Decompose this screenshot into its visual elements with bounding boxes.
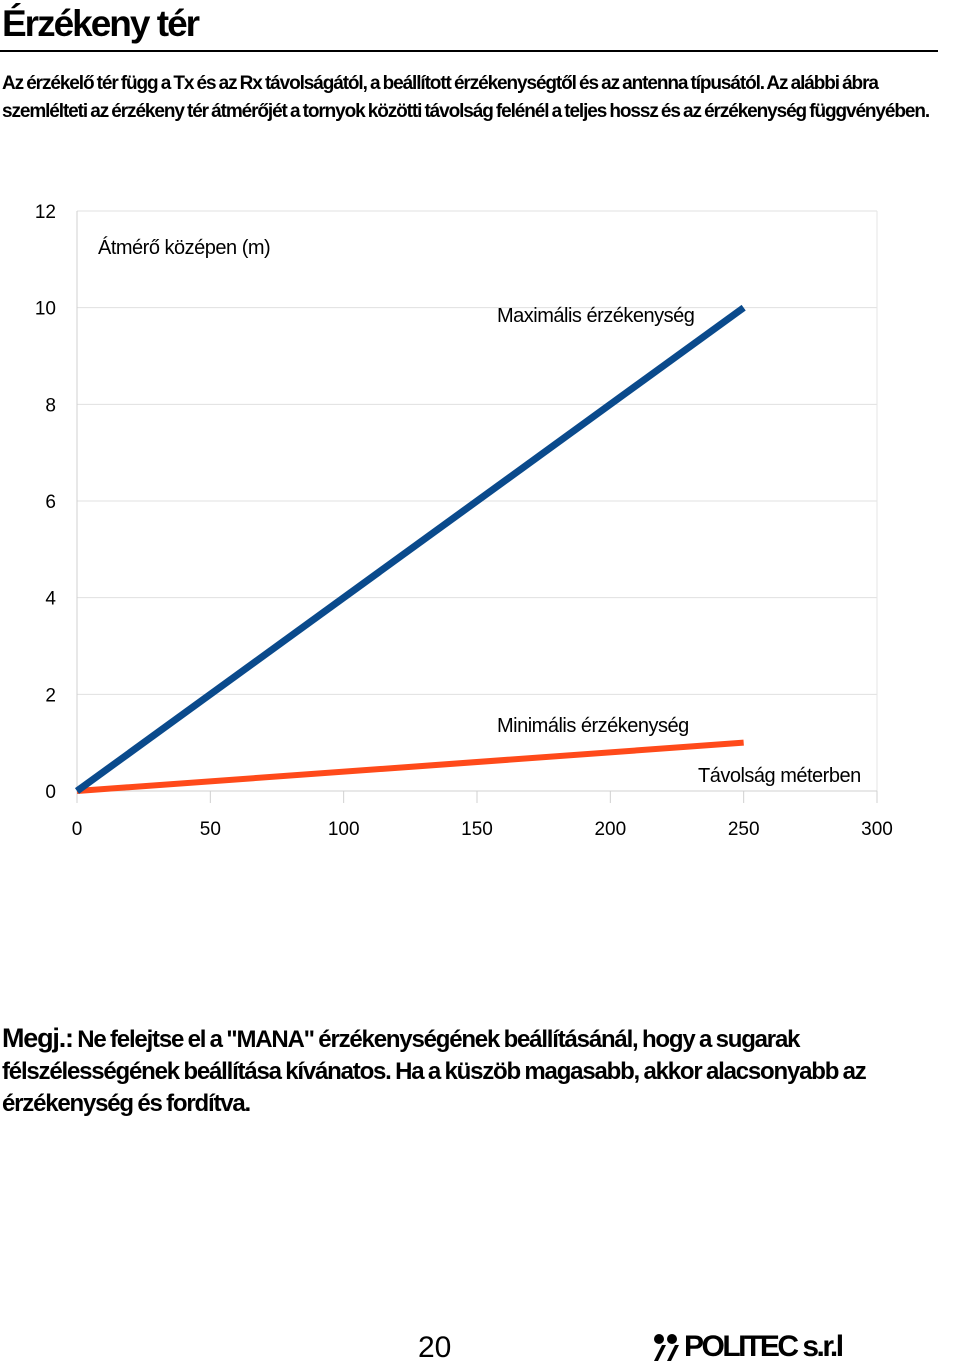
series-label-min: Minimális érzékenység	[497, 715, 689, 737]
x-axis-label: Távolság méterben	[698, 765, 861, 787]
y-tick-label: 12	[35, 202, 56, 223]
y-axis-label: Átmérő középen (m)	[98, 236, 270, 259]
series-line-min	[76, 739, 744, 794]
chart-ticks: 0 2 4 6 8 10 12 0 50 100 150 200 250 300	[35, 202, 893, 840]
title-divider	[0, 50, 938, 52]
series-label-max: Maximális érzékenység	[497, 305, 694, 327]
y-tick-label: 8	[45, 395, 56, 416]
chart-grid	[77, 210, 877, 695]
y-tick-label: 2	[45, 685, 56, 706]
page-title: Érzékeny tér	[2, 3, 200, 44]
intro-paragraph: Az érzékelő tér függ a Tx és az Rx távol…	[2, 73, 930, 122]
note-text: Ne felejtse el a "MANA" érzékenységének …	[2, 1026, 867, 1117]
politec-logo-icon	[654, 1334, 679, 1361]
note-paragraph: Megj.: Ne felejtse el a "MANA" érzékenys…	[2, 1022, 957, 1120]
page-number: 20	[418, 1331, 452, 1364]
x-tick-label: 200	[594, 819, 626, 840]
x-tick-label: 250	[728, 819, 760, 840]
y-tick-label: 4	[45, 589, 56, 610]
logo-text: POLITEC s.r.l	[684, 1330, 844, 1363]
y-tick-label: 0	[45, 782, 56, 803]
y-tick-label: 6	[45, 492, 56, 513]
series-line-max	[74, 304, 746, 794]
x-tick-label: 300	[861, 819, 893, 840]
chart-series	[74, 304, 746, 794]
note-lead: Megj.:	[2, 1023, 74, 1053]
x-tick-label: 100	[328, 819, 360, 840]
x-tick-label: 0	[72, 819, 83, 840]
y-tick-label: 10	[35, 299, 56, 320]
x-tick-label: 150	[461, 819, 493, 840]
politec-logo: POLITEC s.r.l	[650, 1328, 844, 1366]
chart-axes	[76, 211, 878, 803]
sensitivity-chart: 0 2 4 6 8 10 12 0 50 100 150 200 250 300 Átmérő közép…	[35, 202, 893, 840]
x-tick-label: 50	[200, 819, 221, 840]
